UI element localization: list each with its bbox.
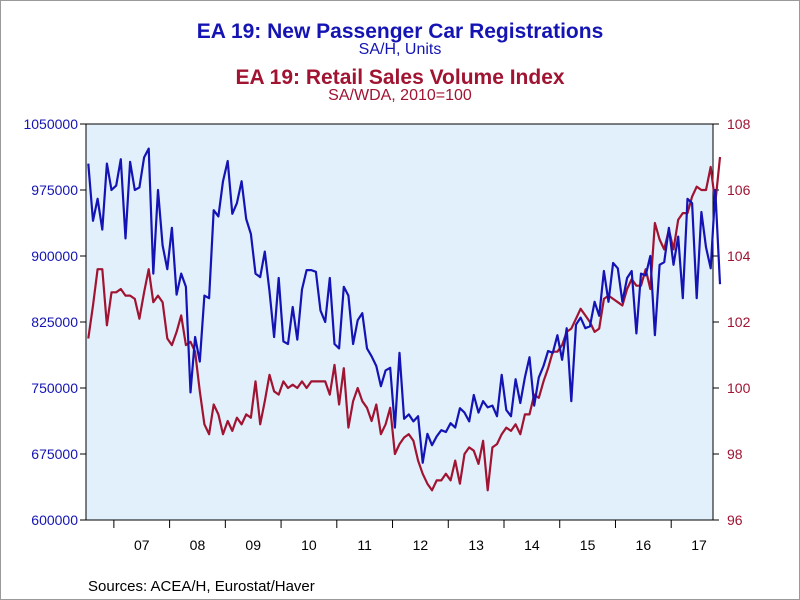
source-note: Sources: ACEA/H, Eurostat/Haver (88, 578, 315, 595)
x-tick-label: 11 (357, 537, 372, 553)
x-tick-label: 12 (413, 537, 429, 553)
chart-title-retail-sales: EA 19: Retail Sales Volume Index (235, 66, 565, 89)
x-tick-label: 17 (691, 537, 707, 553)
x-tick-label: 10 (301, 537, 317, 553)
x-tick-label: 14 (524, 537, 540, 553)
left-tick-label: 900000 (31, 248, 78, 264)
series-line-car-registrations (87, 147, 722, 464)
left-tick-label: 825000 (31, 314, 78, 330)
x-tick-label: 08 (190, 537, 206, 553)
right-tick-label: 108 (727, 116, 751, 132)
left-tick-label: 600000 (31, 512, 78, 528)
left-tick-label: 675000 (31, 446, 78, 462)
right-tick-label: 96 (727, 512, 743, 528)
x-tick-label: 13 (468, 537, 484, 553)
left-tick-label: 1050000 (23, 116, 78, 132)
left-tick-label: 750000 (31, 380, 78, 396)
x-tick-label: 16 (636, 537, 652, 553)
chart-subtitle-car-registrations: SA/H, Units (358, 41, 442, 58)
right-tick-label: 98 (727, 446, 743, 462)
x-tick-label: 09 (245, 537, 261, 553)
chart-subtitle-retail-sales: SA/WDA, 2010=100 (328, 87, 472, 104)
right-tick-label: 104 (727, 248, 751, 264)
x-tick-label: 07 (134, 537, 150, 553)
left-tick-label: 975000 (31, 182, 78, 198)
right-tick-label: 100 (727, 380, 751, 396)
chart-title-car-registrations: EA 19: New Passenger Car Registrations (196, 20, 604, 43)
right-tick-label: 106 (727, 182, 751, 198)
x-tick-label: 15 (580, 537, 596, 553)
right-tick-label: 102 (727, 314, 751, 330)
